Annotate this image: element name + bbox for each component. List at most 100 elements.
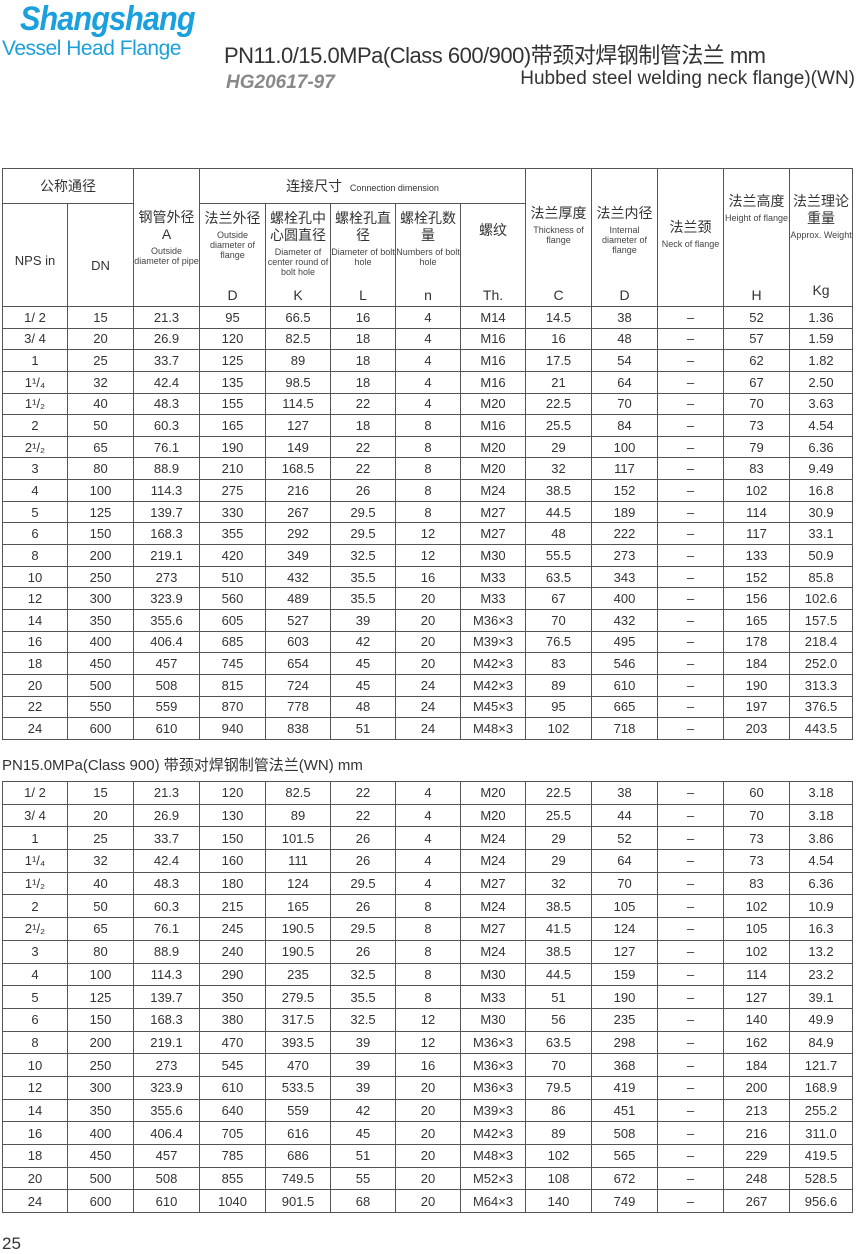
header-neck: 法兰颈 Neck of flange <box>657 168 725 307</box>
table-cell: 432 <box>591 608 659 632</box>
table-cell: 111 <box>265 849 331 873</box>
table-cell: 60.3 <box>133 414 200 437</box>
table-cell: 16 <box>2 630 68 654</box>
table-cell: 323.9 <box>133 587 200 610</box>
table-cell: 29 <box>525 849 592 873</box>
table-cell: 140 <box>723 1007 790 1032</box>
label-en: Diameter of center round of bolt hole <box>267 247 329 277</box>
table-cell: 749.5 <box>265 1166 331 1191</box>
table-cell: 84.9 <box>789 1030 853 1055</box>
table-cell: 64 <box>591 849 658 873</box>
table-cell: 279.5 <box>265 985 331 1009</box>
table-cell: 150 <box>67 522 134 546</box>
table-cell: 48.3 <box>133 871 200 896</box>
table-cell: 12 <box>395 1007 461 1032</box>
table-cell: 70 <box>723 392 791 416</box>
table-cell: 108 <box>525 1166 592 1191</box>
table-row: 6 150 168.3 355 292 29.5 12 M27 48 222–117 33.1 <box>2 522 854 546</box>
table-cell: M36×3 <box>459 608 527 632</box>
table-cell: 33.7 <box>133 826 200 851</box>
table-row: 16 400 406.4 685 603 42 20 M39×3 76.5 495–178 218.… <box>2 630 854 654</box>
table-cell: 300 <box>67 1075 134 1100</box>
table-cell: 76.5 <box>525 630 593 654</box>
table-cell: 5 <box>2 500 68 524</box>
table-cell: M36×3 <box>460 1075 526 1100</box>
table-cell: 25 <box>67 826 134 851</box>
table-cell: 41.5 <box>525 917 592 941</box>
label-en: Height of flange <box>724 213 789 223</box>
table-cell: 313.3 <box>789 673 854 697</box>
table-cell: M48×3 <box>459 717 527 740</box>
table-cell: 273 <box>133 1053 200 1077</box>
table-cell: 20 <box>395 1166 461 1191</box>
header-flange-od: 法兰外径 Outside diameter of flange D <box>199 203 266 307</box>
table-cell: 42.4 <box>133 370 200 394</box>
label-cn: 法兰内径 <box>596 205 653 221</box>
table-cell: 85.8 <box>789 565 854 589</box>
table-cell: – <box>657 1098 724 1123</box>
table-cell: 26 <box>330 479 396 502</box>
table-cell: 956.6 <box>789 1189 853 1214</box>
table-cell: 235 <box>265 962 331 987</box>
table-cell: 12 <box>395 1030 461 1055</box>
label-cn: 法兰颈 <box>669 219 712 235</box>
table-cell: M30 <box>460 1007 526 1032</box>
header-bolt-hole-diameter: 螺栓孔直径 Diameter of bolt hole L <box>330 203 396 307</box>
table-cell: 4 <box>2 962 68 987</box>
table-cell: 133 <box>723 544 791 567</box>
table-cell: 200 <box>67 1030 134 1055</box>
table-cell: 45 <box>330 673 396 697</box>
table-cell: 26.9 <box>133 327 200 351</box>
table-cell: 33.1 <box>789 522 854 546</box>
table2-title: PN15.0MPa(Class 900) 带颈对焊钢制管法兰(WN) mm <box>2 757 363 774</box>
table-cell: 4.54 <box>789 414 854 437</box>
table-cell: 38.5 <box>525 479 593 502</box>
table-cell: M27 <box>459 500 527 524</box>
table-cell: 290 <box>199 962 266 987</box>
table-cell: 157.5 <box>789 608 854 632</box>
table-cell: 168.3 <box>133 1007 200 1032</box>
table-cell: 4 <box>395 803 461 828</box>
table-cell: 22 <box>330 392 396 416</box>
table-cell: 545 <box>199 1053 266 1077</box>
table-cell: 4 <box>395 781 461 805</box>
table-cell: 26.9 <box>133 803 200 828</box>
table-cell: 610 <box>133 717 200 740</box>
label-sym: H <box>751 287 762 303</box>
table-cell: 267 <box>723 1189 790 1214</box>
table-cell: – <box>657 695 725 719</box>
table-cell: 18 <box>2 652 68 675</box>
label-sym: n <box>424 287 432 303</box>
table-cell: 20 <box>395 1144 461 1168</box>
table-cell: 1.36 <box>789 306 854 329</box>
table-cell: 114.3 <box>133 479 200 502</box>
table-cell: 76.1 <box>133 435 200 459</box>
table-cell: 130 <box>199 803 266 828</box>
table-cell: 159 <box>591 962 658 987</box>
table-cell: 149 <box>265 435 331 459</box>
table-cell: 500 <box>67 673 134 697</box>
table-body: 1/ 2 15 21.3 120 82.5 22 4 M20 22.5 38–60 3.18 3/ 4… <box>2 781 853 1214</box>
table-cell: – <box>657 1030 724 1055</box>
label-cn: 螺栓孔中心圆直径 <box>270 210 326 243</box>
table-cell: 4 <box>395 370 461 394</box>
table-cell: 2¹/₂ <box>2 917 68 941</box>
table-cell: 121.7 <box>789 1053 853 1077</box>
table-cell: 135 <box>199 370 266 394</box>
table-cell: 546 <box>591 652 659 675</box>
table-cell: 39.1 <box>789 985 853 1009</box>
table-cell: 216 <box>265 479 331 502</box>
table-cell: 13.2 <box>789 939 853 964</box>
table-cell: 14.5 <box>525 306 593 329</box>
table-cell: 26 <box>330 849 396 873</box>
table-cell: 189 <box>591 500 659 524</box>
table-cell: – <box>657 608 725 632</box>
table-cell: 10 <box>2 1053 68 1077</box>
table-cell: 219.1 <box>133 544 200 567</box>
table-cell: M27 <box>460 917 526 941</box>
table-cell: 89 <box>525 1121 592 1145</box>
table-cell: 355.6 <box>133 1098 200 1123</box>
table-cell: 16.8 <box>789 479 854 502</box>
table-cell: M20 <box>459 457 527 481</box>
label-en: Numbers of bolt hole <box>396 247 460 267</box>
